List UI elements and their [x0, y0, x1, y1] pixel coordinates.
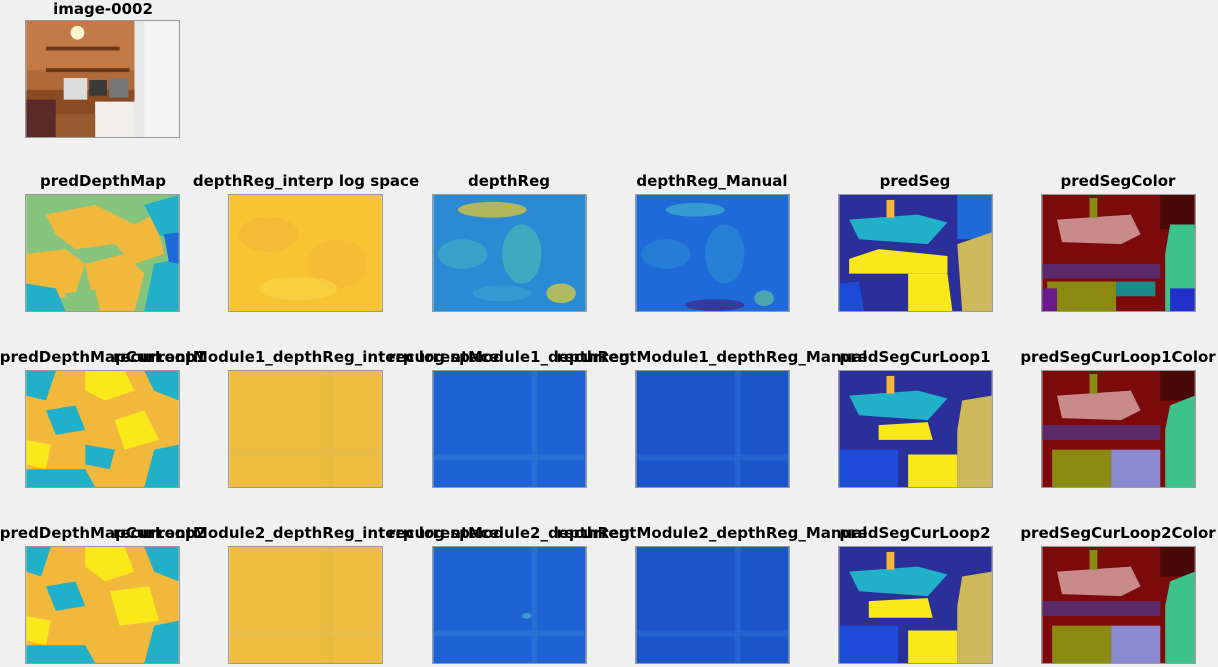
pred-seg-panel [838, 194, 993, 312]
depth-map-loop1-image [26, 371, 179, 487]
photo-panel [25, 20, 180, 138]
pred-seg-loop2-image [839, 547, 992, 663]
recurrent2-interp-panel [228, 546, 383, 664]
pred-seg-loop1-color-image [1042, 371, 1195, 487]
depth-reg-image [433, 195, 586, 311]
depth-reg-interp-panel [228, 194, 383, 312]
recurrent1-interp-panel [228, 370, 383, 488]
recurrent1-depth-reg-panel [432, 370, 587, 488]
row2-col5-title: predSegCurLoop1 [839, 348, 991, 366]
row3-col1-title: predDepthMapCurLoop2 [0, 524, 207, 542]
row3-col6-title: predSegCurLoop2Color [1020, 524, 1216, 542]
row1-col4-title: depthReg_Manual [636, 172, 788, 190]
row2-col6-title: predSegCurLoop1Color [1020, 348, 1216, 366]
depth-reg-interp-image [229, 195, 382, 311]
row2-col1-title: predDepthMapCurLoop1 [0, 348, 207, 366]
pred-depth-map-loop1-panel [25, 370, 180, 488]
recurrent1-interp-image [229, 371, 382, 487]
recurrent2-manual-panel [635, 546, 790, 664]
pred-seg-loop2-color-panel [1041, 546, 1196, 664]
row3-col4-title: recurrentModule2_depthReg_Manual [556, 524, 868, 542]
recurrent1-manual-panel [635, 370, 790, 488]
row3-col5-title: predSegCurLoop2 [839, 524, 991, 542]
pred-seg-loop2-panel [838, 546, 993, 664]
row2-col3-title: recurrentModule1_depthReg [388, 348, 630, 366]
recurrent2-manual-image [636, 547, 789, 663]
row1-col3-title: depthReg [468, 172, 550, 190]
recurrent2-interp-image [229, 547, 382, 663]
pred-seg-loop1-image [839, 371, 992, 487]
row1-col5-title: predSeg [879, 172, 951, 190]
recurrent1-manual-image [636, 371, 789, 487]
depth-map-loop2-image [26, 547, 179, 663]
recurrent2-depth-reg-image [433, 547, 586, 663]
row2-col2-title: recurrentModule1_depthReg_interp log spa… [112, 348, 500, 366]
room-photo-image [26, 21, 179, 137]
top-image-title: image-0002 [53, 0, 153, 18]
row1-col6-title: predSegColor [1060, 172, 1176, 190]
pred-seg-color-image [1042, 195, 1195, 311]
pred-seg-loop2-color-image [1042, 547, 1195, 663]
row3-col2-title: recurrentModule2_depthReg_interp log spa… [112, 524, 500, 542]
pred-seg-loop1-panel [838, 370, 993, 488]
depth-reg-manual-image [636, 195, 789, 311]
depth-reg-manual-panel [635, 194, 790, 312]
recurrent2-depth-reg-panel [432, 546, 587, 664]
pred-depth-map-panel [25, 194, 180, 312]
recurrent1-depth-reg-image [433, 371, 586, 487]
row1-col1-title: predDepthMap [39, 172, 167, 190]
pred-depth-map-loop2-panel [25, 546, 180, 664]
pred-seg-loop1-color-panel [1041, 370, 1196, 488]
row1-col2-title: depthReg_interp log space [192, 172, 420, 190]
depth-reg-panel [432, 194, 587, 312]
row2-col4-title: recurrentModule1_depthReg_Manual [556, 348, 868, 366]
row3-col3-title: recurrentModule2_depthReg [388, 524, 630, 542]
pred-seg-image [839, 195, 992, 311]
depth-map-image [26, 195, 179, 311]
pred-seg-color-panel [1041, 194, 1196, 312]
